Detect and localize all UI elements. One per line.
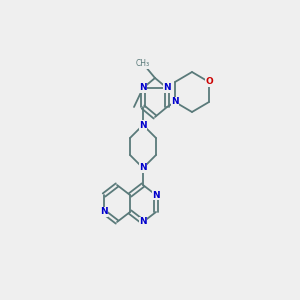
Text: N: N bbox=[139, 164, 147, 172]
Text: N: N bbox=[139, 83, 147, 92]
Text: O: O bbox=[205, 77, 213, 86]
Text: N: N bbox=[139, 218, 147, 226]
Text: N: N bbox=[100, 208, 108, 217]
Text: N: N bbox=[171, 98, 179, 106]
Text: CH₃: CH₃ bbox=[136, 59, 150, 68]
Text: N: N bbox=[139, 121, 147, 130]
Text: N: N bbox=[152, 190, 160, 200]
Text: N: N bbox=[163, 83, 171, 92]
